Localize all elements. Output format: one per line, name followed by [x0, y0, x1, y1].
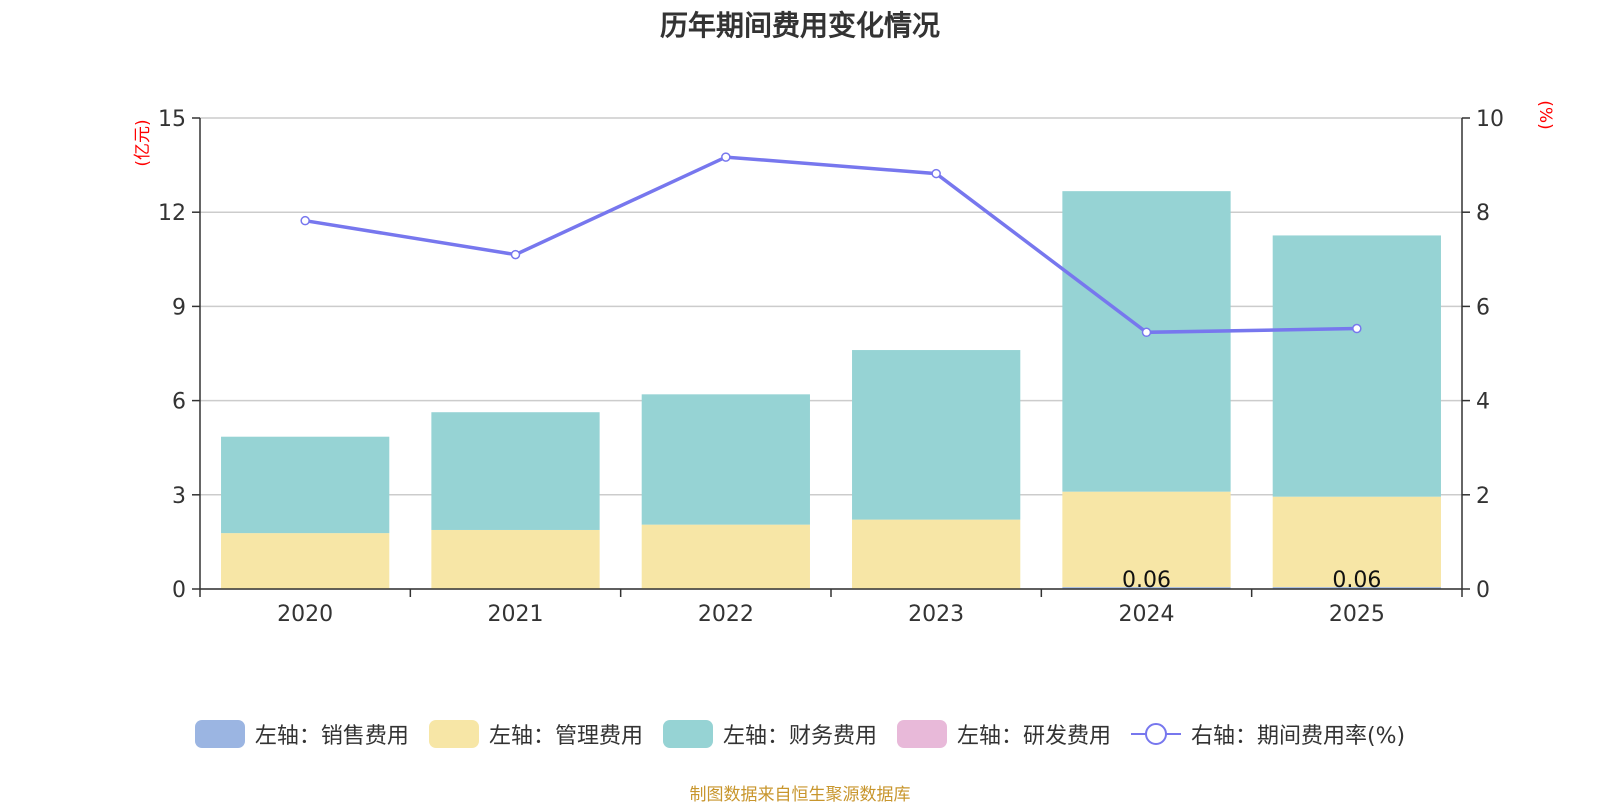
legend-label-finance: 左轴：财务费用: [722, 724, 877, 749]
bar-admin-2024: [1062, 491, 1231, 588]
x-tick-label: 2023: [908, 602, 964, 627]
y-left-tick-label: 6: [172, 390, 186, 415]
legend-item-admin[interactable]: 左轴：管理费用: [428, 718, 643, 750]
ratio-point-2023: [931, 168, 941, 179]
ratio-point-2022: [721, 152, 731, 162]
y-left-tick-label: 15: [158, 107, 186, 132]
y-right-tick-label: 6: [1476, 295, 1490, 320]
bar-admin-2020: [221, 533, 390, 589]
bar-finance-2021: [431, 412, 600, 530]
ratio-point-2020: [300, 215, 310, 226]
legend-label-ratio: 右轴：期间费用率(%): [1190, 724, 1406, 749]
ratio-line: [304, 155, 1357, 335]
y-left-axis-label: (亿元): [133, 119, 153, 166]
y-right-tick-label: 4: [1476, 390, 1490, 415]
bar-admin-2025: [1272, 496, 1441, 588]
x-tick-label: 2024: [1119, 602, 1175, 627]
y-left-tick-label: 3: [172, 484, 186, 509]
legend-swatch-admin: [428, 720, 479, 748]
ratio-point-2024: [1141, 327, 1152, 338]
bar-finance-2023: [852, 350, 1021, 520]
bar-admin-2022: [641, 524, 810, 589]
x-tick-label: 2022: [698, 602, 754, 627]
legend-item-finance[interactable]: 左轴：财务费用: [662, 718, 877, 750]
bar-admin-2023: [852, 519, 1021, 589]
bar-sales-2025: [1272, 587, 1441, 589]
legend-item-ratio[interactable]: 右轴：期间费用率(%): [1130, 718, 1406, 750]
bar-finance-2025: [1272, 235, 1441, 497]
bar-admin-2021: [431, 529, 600, 589]
x-tick-label: 2020: [277, 602, 333, 627]
ratio-point-2025: [1352, 323, 1362, 334]
legend-swatch-finance: [662, 720, 713, 748]
legend-label-rnd: 左轴：研发费用: [956, 724, 1111, 749]
bar-finance-2020: [221, 436, 390, 534]
y-left-tick-label: 9: [172, 295, 186, 320]
y-right-tick-label: 8: [1476, 201, 1490, 226]
legend-item-rnd[interactable]: 左轴：研发费用: [896, 718, 1111, 750]
x-tick-label: 2025: [1329, 602, 1385, 627]
legend-swatch-sales: [194, 720, 245, 748]
y-left-tick-label: 0: [172, 578, 186, 603]
y-right-tick-label: 10: [1476, 107, 1504, 132]
legend: 左轴：销售费用 左轴：管理费用 左轴：财务费用 左轴：研发费用 右轴：期间费用率…: [0, 718, 1600, 750]
y-right-tick-label: 2: [1476, 484, 1490, 509]
legend-swatch-rnd: [896, 720, 947, 748]
bar-sales-2024: [1062, 587, 1231, 589]
y-left-tick-label: 12: [158, 201, 186, 226]
bar-finance-2024: [1062, 191, 1231, 492]
y-right-axis-label: (%): [1535, 100, 1555, 129]
legend-swatch-ratio: [1130, 723, 1181, 745]
legend-item-sales[interactable]: 左轴：销售费用: [194, 718, 409, 750]
chart-title: 历年期间费用变化情况: [659, 9, 940, 42]
y-right-tick-label: 0: [1476, 578, 1490, 603]
bar-finance-2022: [641, 394, 810, 525]
legend-label-admin: 左轴：管理费用: [488, 724, 643, 749]
x-tick-label: 2021: [488, 602, 544, 627]
source-note: 制图数据来自恒生聚源数据库: [689, 785, 911, 805]
ratio-point-2021: [510, 249, 521, 260]
legend-label-sales: 左轴：销售费用: [254, 724, 409, 749]
